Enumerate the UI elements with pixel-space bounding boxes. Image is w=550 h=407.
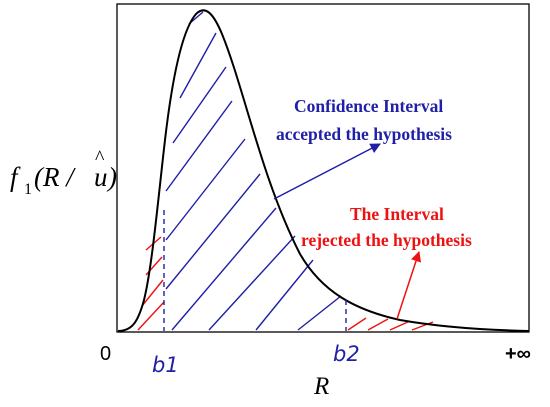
reject-annotation-line2: rejected the hypothesis [301, 230, 472, 250]
reject-arrow [396, 251, 422, 320]
reject-annotation-line1: The Interval [350, 204, 444, 224]
density-curve [117, 9, 530, 332]
accept-annotation-line1: Confidence Interval [294, 96, 443, 116]
y-label-close: ) [106, 162, 117, 192]
tick-zero: 0 [100, 343, 111, 365]
tick-infinity: +∞ [505, 343, 531, 365]
tick-b2: b2 [333, 342, 360, 366]
accept-annotation-line2: accepted the hypothesis [276, 124, 452, 144]
y-label-hat: ^ [95, 147, 105, 169]
y-label-open: (R / [34, 162, 76, 192]
y-axis-label: f 1 (R / u ^ ) [10, 147, 117, 198]
reject-region-hatching [137, 236, 434, 331]
plot-frame [116, 3, 530, 333]
y-label-f: f [10, 162, 21, 192]
accept-arrow [273, 143, 381, 200]
x-axis-label: R [313, 373, 329, 400]
y-label-subscript: 1 [24, 181, 32, 198]
accept-region-hatching [165, 11, 342, 331]
y-label-u: u [94, 162, 108, 192]
tick-b1: b1 [152, 353, 179, 377]
